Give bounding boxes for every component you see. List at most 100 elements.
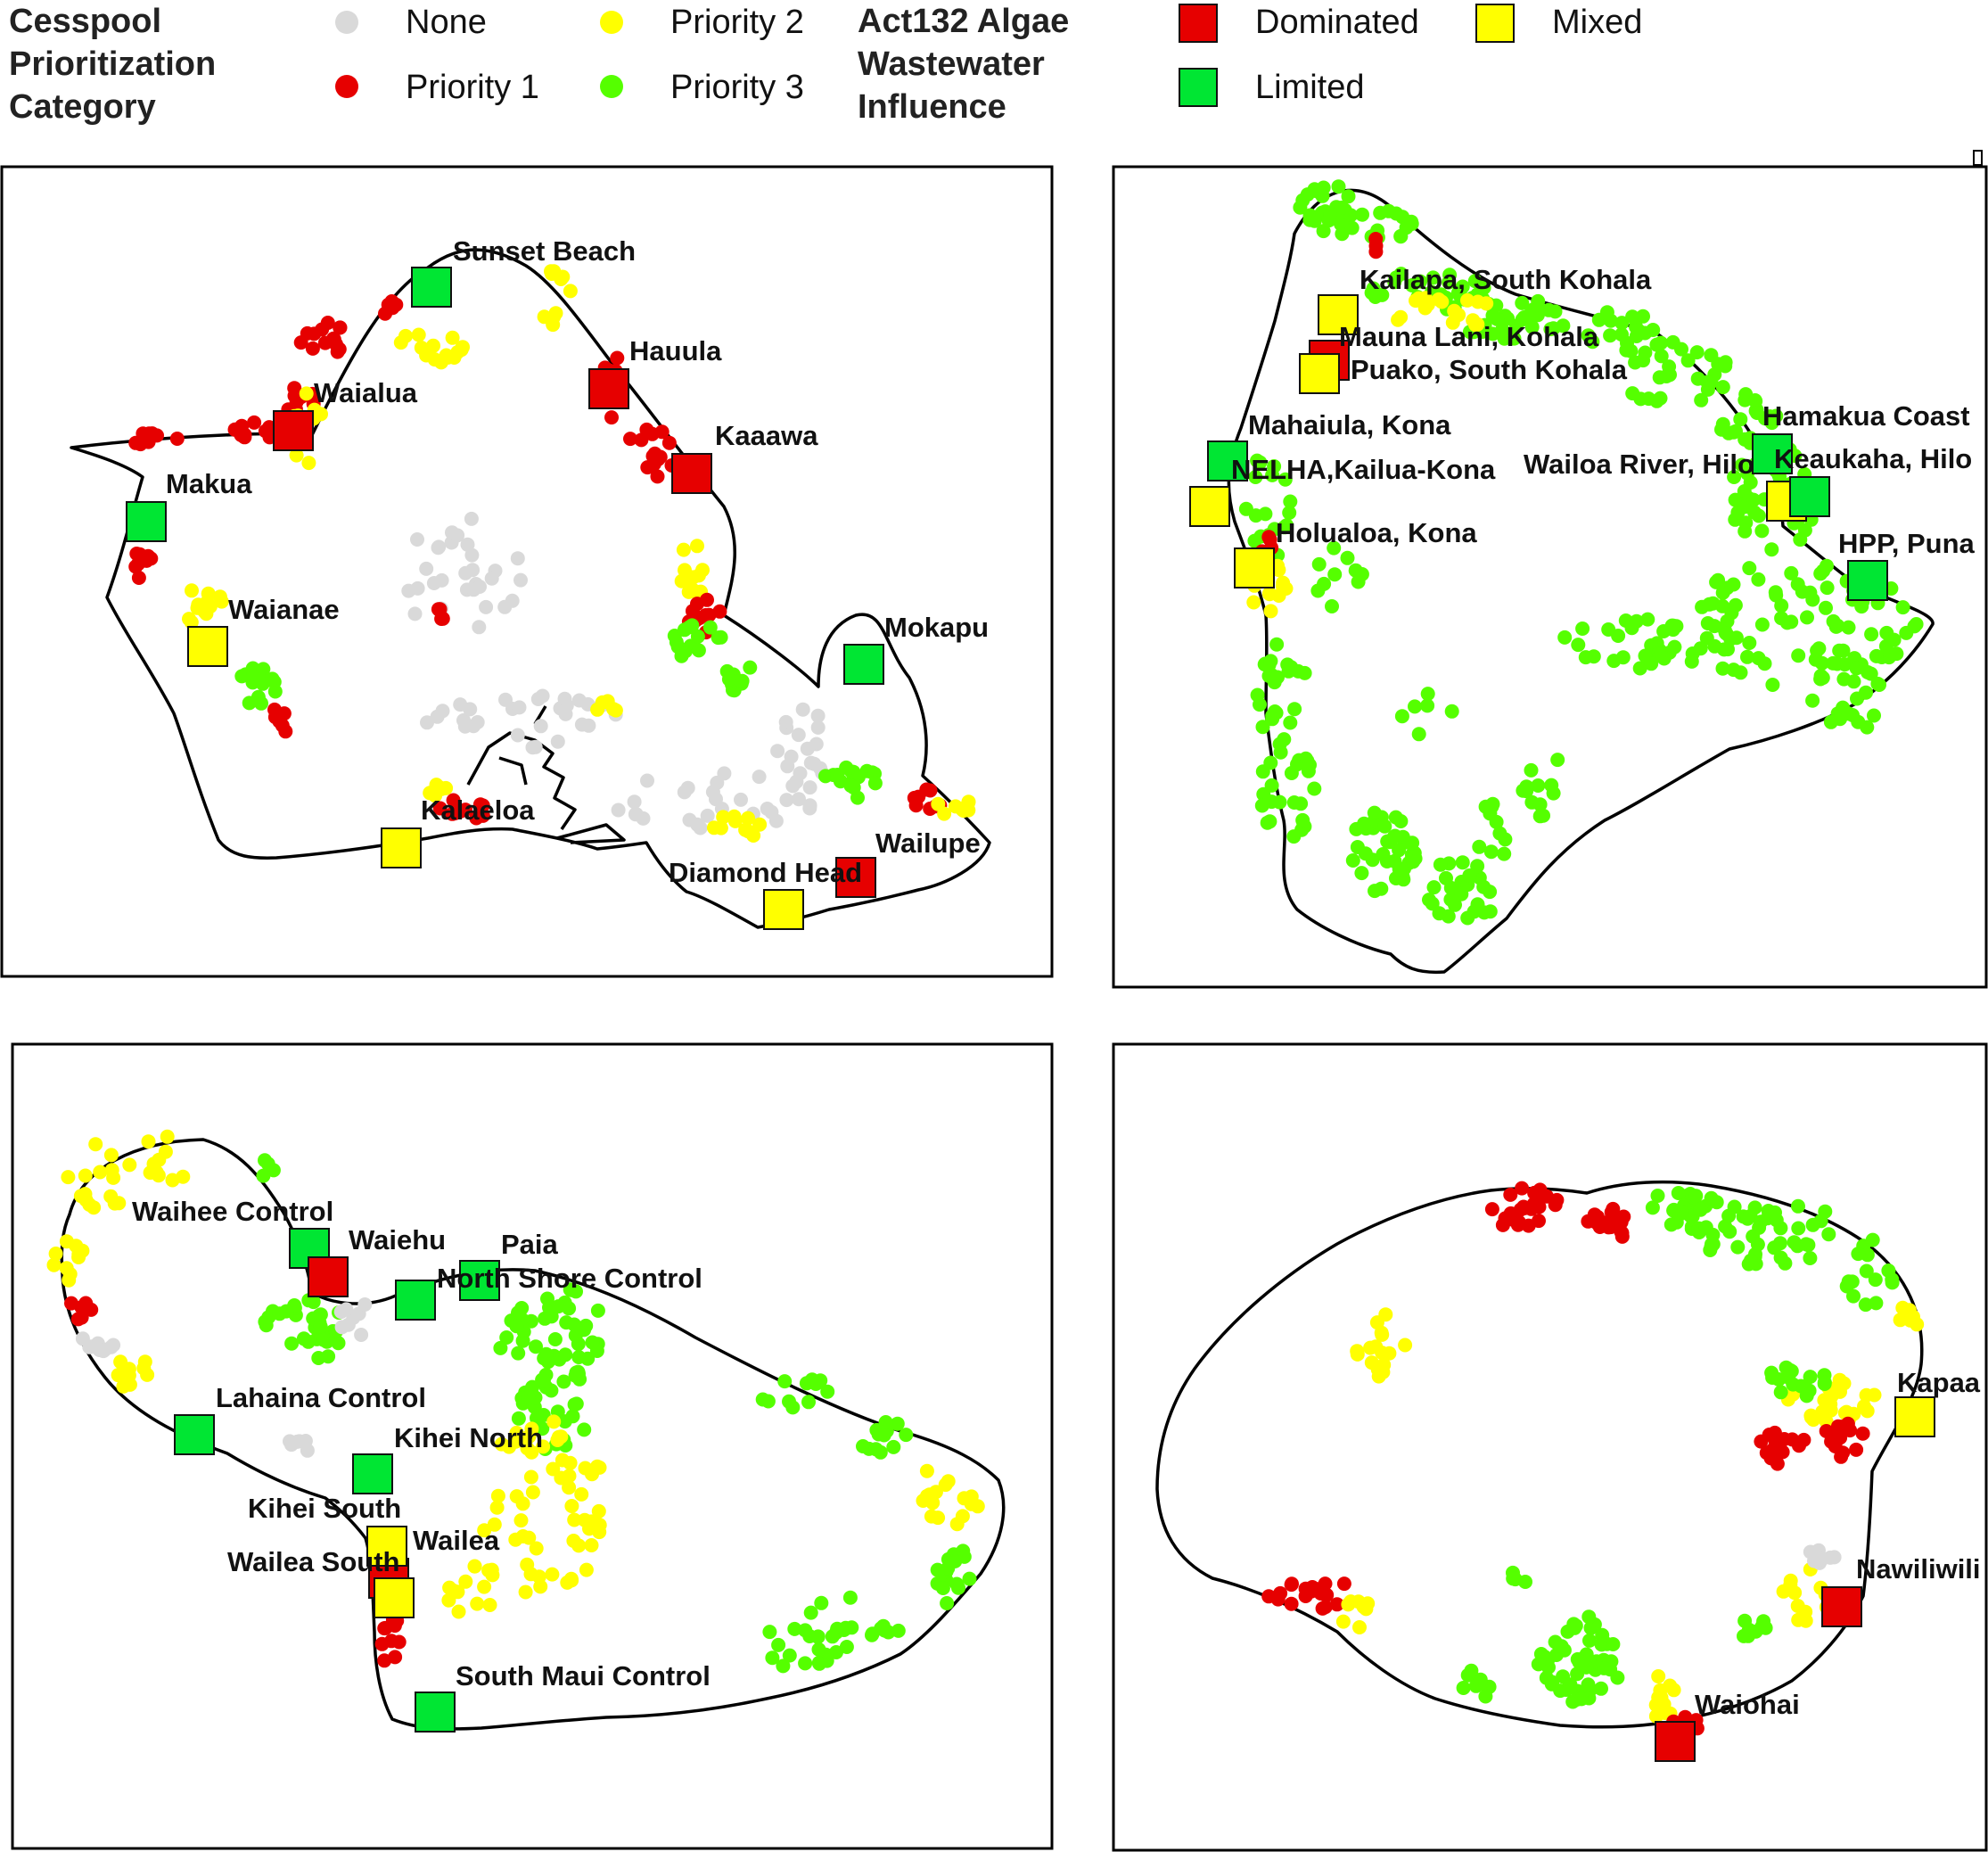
cesspool-dot [1688, 1189, 1704, 1204]
cesspool-dot [1405, 835, 1420, 851]
cesspool-dot [458, 803, 473, 818]
cesspool-dot [1700, 616, 1715, 630]
cesspool-dot [585, 1335, 600, 1350]
cesspool-dot [283, 1437, 299, 1453]
cesspool-dot [770, 744, 785, 759]
cesspool-dot [1472, 839, 1487, 854]
cesspool-dot [1656, 651, 1672, 666]
cesspool-dot [1805, 693, 1820, 708]
cesspool-dot [1693, 1202, 1708, 1217]
site-label-paia: Paia [501, 1229, 559, 1260]
site-label-kalaeloa: Kalaeloa [421, 794, 535, 826]
cesspool-dot [535, 1421, 550, 1436]
cesspool-dot [779, 793, 794, 808]
cesspool-dot [1515, 295, 1530, 310]
cesspool-dot [563, 1282, 578, 1297]
site-label-waianae: Waianae [228, 594, 340, 625]
cesspool-dot [1509, 318, 1524, 333]
cesspool-dot [88, 1137, 103, 1152]
cesspool-dot [258, 1153, 272, 1168]
cesspool-dot [1331, 179, 1346, 194]
cesspool-dot [1803, 1251, 1818, 1265]
cesspool-dot [1511, 1214, 1526, 1230]
kauai-sites: Kapaa Nawiliwili Waiohai [1655, 1367, 1981, 1762]
cesspool-dot [1269, 637, 1285, 652]
cesspool-dot [1377, 819, 1392, 834]
cesspool-dot [1454, 886, 1469, 901]
site-marker-mahaiula [1207, 440, 1248, 482]
cesspool-dot [878, 1415, 893, 1429]
cesspool-dot [567, 1512, 582, 1527]
cesspool-dot [1619, 342, 1634, 358]
cesspool-dot [1851, 714, 1866, 729]
cesspool-dot [1783, 1577, 1798, 1593]
cesspool-dot [803, 1605, 818, 1620]
cesspool-dot [1790, 1599, 1805, 1613]
legend-label-none: None [406, 4, 487, 41]
hawaii-frame-marker [1973, 150, 1983, 166]
cesspool-dot [1746, 492, 1761, 507]
cesspool-dot [1464, 1663, 1479, 1678]
cesspool-dot [1726, 424, 1741, 440]
cesspool-dot [548, 306, 563, 321]
cesspool-dot [1246, 595, 1261, 610]
cesspool-dot [1597, 1660, 1612, 1675]
cesspool-dot [1869, 1296, 1884, 1311]
cesspool-dot [1662, 359, 1677, 375]
cesspool-dot [256, 1168, 271, 1183]
cesspool-dot [752, 817, 768, 832]
cesspool-dot [713, 820, 728, 835]
cesspool-dot [547, 1332, 563, 1346]
site-marker-paia [459, 1260, 500, 1301]
site-marker-mokapu [843, 644, 884, 685]
cesspool-dot [1671, 1186, 1686, 1200]
cesspool-dot [807, 756, 822, 771]
cesspool-dot [169, 432, 185, 446]
cesspool-dot [1653, 391, 1668, 406]
cesspool-dot [1849, 661, 1864, 676]
cesspool-dot [560, 1575, 575, 1590]
cesspool-dot [1837, 1405, 1852, 1420]
cesspool-dot [555, 269, 571, 284]
cesspool-dot [920, 1488, 934, 1503]
cesspool-dot [608, 703, 623, 718]
cesspool-dot [1665, 334, 1680, 350]
cesspool-dot [1733, 665, 1748, 680]
cesspool-dot [544, 264, 558, 279]
cesspool-dot [533, 719, 548, 734]
site-label-wailea-south: Wailea South [227, 1546, 399, 1577]
cesspool-dot [1413, 274, 1428, 289]
cesspool-dot [106, 1170, 121, 1185]
cesspool-dot [1387, 275, 1402, 290]
cesspool-dot [512, 700, 527, 715]
cesspool-dot [931, 1510, 946, 1526]
site-label-north-shore-control: North Shore Control [437, 1263, 702, 1294]
cesspool-dot [1279, 518, 1294, 533]
cesspool-dot [1680, 353, 1696, 368]
cesspool-dot [1805, 1217, 1820, 1232]
cesspool-dot [1570, 1651, 1585, 1667]
cesspool-dot [1868, 1272, 1883, 1288]
cesspool-dot [798, 1656, 813, 1671]
cesspool-dot [1705, 1227, 1721, 1242]
cesspool-dot [717, 766, 732, 781]
cesspool-dot [558, 1347, 573, 1362]
cesspool-dot [681, 584, 696, 599]
cesspool-dot [1460, 910, 1475, 926]
cesspool-dot [1358, 846, 1373, 861]
cesspool-dot [1714, 422, 1729, 437]
cesspool-dot [1640, 612, 1655, 627]
cesspool-dot [1799, 1388, 1814, 1403]
cesspool-dot [1727, 470, 1742, 484]
cesspool-dot [538, 1346, 554, 1362]
cesspool-dot [1632, 661, 1647, 676]
cesspool-dot [1503, 1187, 1518, 1202]
site-label-nawiliwili: Nawiliwili [1856, 1553, 1981, 1584]
cesspool-dot [1796, 1432, 1811, 1447]
cesspool-dot [1625, 309, 1640, 325]
cesspool-dot [1614, 327, 1629, 342]
cesspool-dot [481, 1563, 497, 1578]
cesspool-dot [1784, 565, 1799, 580]
cesspool-dot [1432, 906, 1447, 921]
cesspool-dot [1546, 786, 1561, 801]
